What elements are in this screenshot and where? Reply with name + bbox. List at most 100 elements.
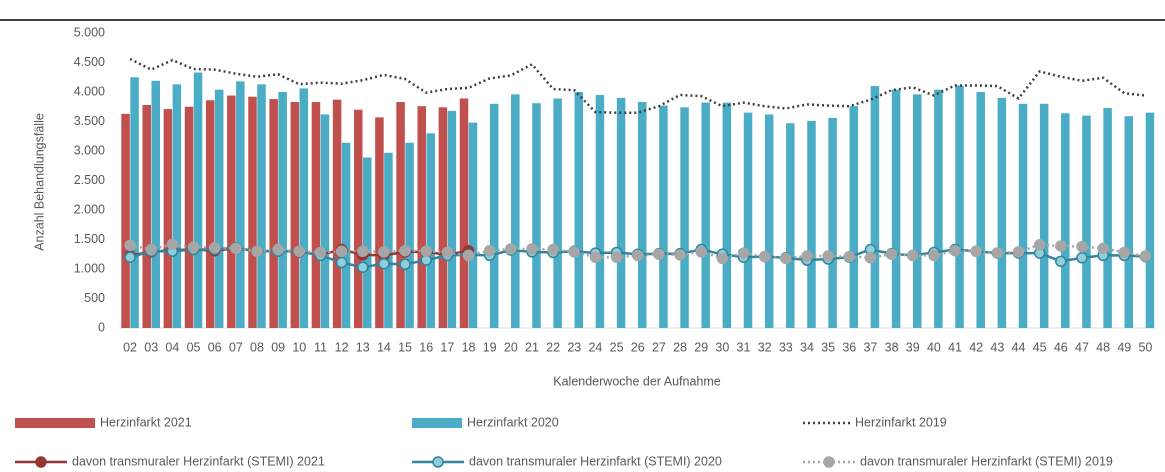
x-tick-label: 35 — [821, 340, 835, 354]
x-tick-label: 18 — [462, 340, 476, 354]
bar — [574, 92, 584, 328]
x-tick-label: 21 — [525, 340, 539, 354]
bar — [438, 107, 448, 328]
x-tick-label: 19 — [483, 340, 497, 354]
marker — [610, 251, 623, 263]
x-tick-label: 38 — [885, 340, 899, 354]
bar — [332, 99, 342, 328]
x-tick-label: 08 — [250, 340, 264, 354]
marker — [187, 241, 200, 253]
marker — [1012, 246, 1025, 258]
marker — [208, 242, 221, 254]
bar — [396, 102, 405, 328]
marker — [272, 243, 284, 256]
bar — [680, 107, 689, 328]
marker — [1033, 239, 1046, 251]
bar — [290, 102, 300, 328]
bar — [595, 94, 605, 328]
marker — [483, 244, 496, 257]
marker — [505, 243, 517, 255]
x-tick-label: 12 — [335, 340, 349, 354]
x-tick-label: 02 — [123, 340, 137, 354]
bar — [320, 114, 330, 328]
x-tick-label: 09 — [271, 340, 285, 354]
bar — [311, 102, 321, 328]
series-line — [129, 57, 1146, 114]
bar — [248, 96, 257, 328]
y-tick-label: 2.000 — [74, 202, 105, 216]
bar — [299, 88, 309, 329]
bar — [1103, 107, 1112, 329]
x-tick-label: 07 — [229, 340, 243, 354]
x-tick-label: 47 — [1075, 340, 1089, 354]
bar — [1082, 115, 1091, 328]
y-tick-label: 3.500 — [74, 114, 105, 128]
bar — [236, 81, 245, 328]
bar — [214, 89, 224, 328]
x-tick-label: 11 — [314, 340, 327, 354]
x-tick-label: 25 — [610, 340, 624, 354]
x-tick-label: 27 — [652, 340, 666, 354]
marker — [1139, 250, 1152, 262]
x-tick-label: 23 — [567, 340, 581, 354]
marker — [991, 247, 1004, 259]
bar — [786, 123, 795, 329]
marker — [1076, 252, 1088, 264]
x-tick-label: 49 — [1117, 340, 1131, 354]
bar — [151, 80, 160, 328]
marker — [335, 245, 348, 258]
marker — [124, 239, 136, 252]
x-tick-label: 06 — [208, 340, 222, 354]
marker — [357, 261, 369, 273]
bar — [701, 102, 710, 329]
y-tick-label: 4.000 — [74, 84, 105, 98]
x-tick-label: 31 — [737, 340, 751, 354]
y-tick-label: 1.500 — [74, 232, 105, 246]
marker — [822, 250, 834, 262]
bar — [193, 72, 203, 328]
bar — [1018, 103, 1028, 328]
legend-marker — [823, 456, 835, 468]
y-tick-label: 0 — [98, 320, 105, 334]
bar — [722, 102, 732, 329]
marker — [462, 249, 475, 262]
bar — [172, 84, 182, 328]
x-tick-label: 13 — [356, 340, 370, 354]
marker — [166, 238, 179, 250]
bar — [743, 112, 753, 329]
bar — [659, 105, 668, 328]
marker — [124, 251, 136, 263]
x-tick-label: 10 — [292, 340, 306, 354]
x-tick-label: 42 — [969, 340, 983, 354]
legend-label: davon transmuraler Herzinfarkt (STEMI) 2… — [469, 454, 722, 468]
bar — [354, 109, 363, 328]
marker — [716, 252, 729, 265]
x-tick-label: 28 — [673, 340, 687, 354]
x-tick-label: 05 — [187, 340, 201, 354]
marker — [399, 244, 411, 257]
x-tick-label: 44 — [1012, 340, 1026, 354]
y-tick-label: 500 — [84, 291, 105, 305]
marker — [441, 246, 454, 259]
marker — [780, 252, 792, 265]
bar — [1039, 103, 1049, 328]
x-tick-label: 34 — [800, 340, 814, 354]
marker — [399, 258, 411, 271]
bar — [426, 133, 435, 328]
x-tick-label: 32 — [758, 340, 772, 354]
x-tick-label: 39 — [906, 340, 920, 354]
marker — [589, 251, 602, 263]
bar — [205, 100, 215, 328]
marker — [378, 246, 390, 258]
bar — [976, 92, 985, 328]
bar — [489, 103, 499, 328]
marker — [230, 242, 242, 255]
bar — [278, 92, 287, 328]
marker — [293, 245, 306, 258]
bar — [638, 102, 647, 328]
y-tick-label: 4.500 — [74, 55, 105, 69]
bar — [130, 77, 139, 328]
bar — [934, 89, 943, 328]
marker — [1055, 255, 1067, 268]
